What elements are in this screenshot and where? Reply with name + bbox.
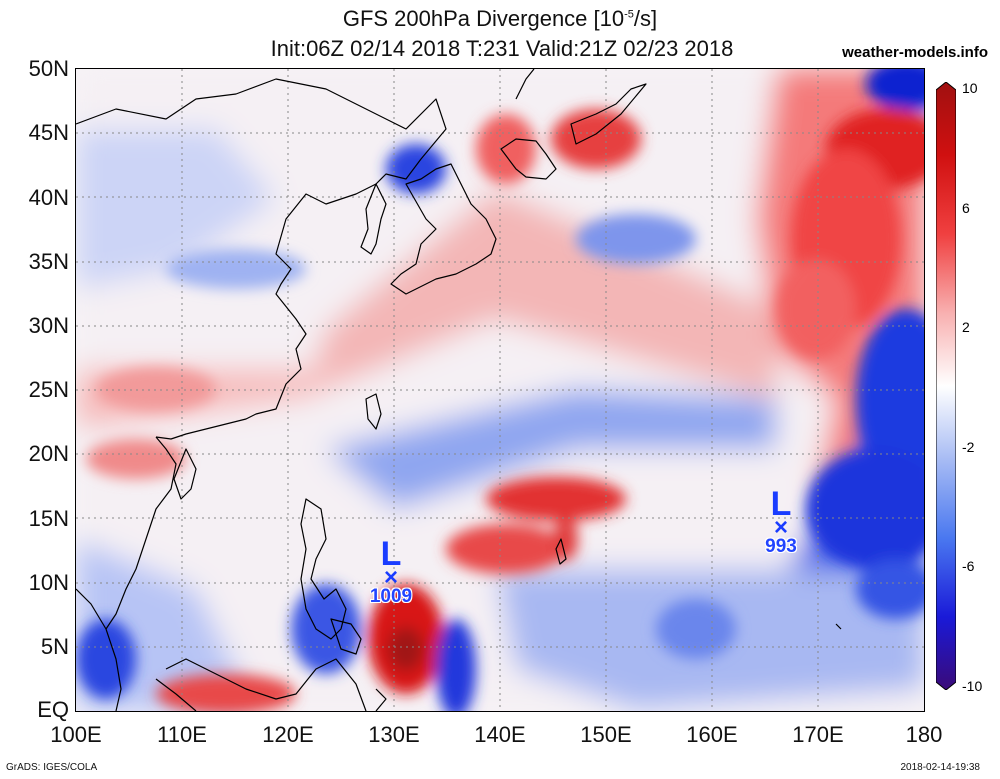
low-center-x-icon: × xyxy=(383,564,398,591)
divergence-map: L × 1009 L × 993 xyxy=(75,68,925,712)
pressure-value-2: 993 xyxy=(765,536,797,557)
lat-label-5n: 5N xyxy=(40,634,69,659)
colorbar-label-neg6: -6 xyxy=(962,558,975,574)
colorbar-label-10: 10 xyxy=(962,80,978,96)
field-broad xyxy=(76,69,924,711)
chart-subtitle: Init:06Z 02/14 2018 T:231 Valid:21Z 02/2… xyxy=(270,36,734,61)
lon-label-140e: 140E xyxy=(474,722,526,747)
lon-label-100e: 100E xyxy=(50,722,102,747)
footer-credit: GrADS: IGES/COLA xyxy=(6,762,98,773)
grid-lines xyxy=(76,69,924,711)
pressure-value-1: 1009 xyxy=(369,586,413,607)
low-pressure-marker-1: L × 1009 xyxy=(361,537,421,607)
lat-label-45n: 45N xyxy=(28,120,69,145)
lon-label-130e: 130E xyxy=(368,722,420,747)
lat-label-50n: 50N xyxy=(28,56,69,81)
colorbar-label-6: 6 xyxy=(962,200,970,216)
low-center-x-icon: × xyxy=(773,514,788,541)
colorbar xyxy=(936,82,956,690)
low-pressure-marker-2: L × 993 xyxy=(751,487,811,557)
colorbar-label-2: 2 xyxy=(962,319,970,335)
footer-timestamp: 2018-02-14-19:38 xyxy=(900,762,980,773)
coastlines xyxy=(76,69,842,711)
lat-label-15n: 15N xyxy=(28,506,69,531)
lon-label-120e: 120E xyxy=(262,722,314,747)
lat-label-40n: 40N xyxy=(28,185,69,210)
lat-label-30n: 30N xyxy=(28,313,69,338)
lon-label-180: 180 xyxy=(905,722,943,747)
lat-label-10n: 10N xyxy=(28,570,69,595)
lat-label-25n: 25N xyxy=(28,377,69,402)
lon-label-170e: 170E xyxy=(792,722,844,747)
lon-label-110e: 110E xyxy=(157,722,207,747)
field-detail xyxy=(76,69,924,711)
chart-title: GFS 200hPa Divergence [10-5/s] xyxy=(342,6,658,31)
lat-label-eq: EQ xyxy=(37,697,69,722)
colorbar-label-neg10: -10 xyxy=(962,678,983,694)
map-canvas xyxy=(76,69,924,711)
site-label: weather-models.info xyxy=(842,44,988,61)
lon-label-150e: 150E xyxy=(580,722,632,747)
lat-label-20n: 20N xyxy=(28,441,69,466)
colorbar-label-neg2: -2 xyxy=(962,439,975,455)
lat-label-35n: 35N xyxy=(28,249,69,274)
lon-label-160e: 160E xyxy=(686,722,738,747)
